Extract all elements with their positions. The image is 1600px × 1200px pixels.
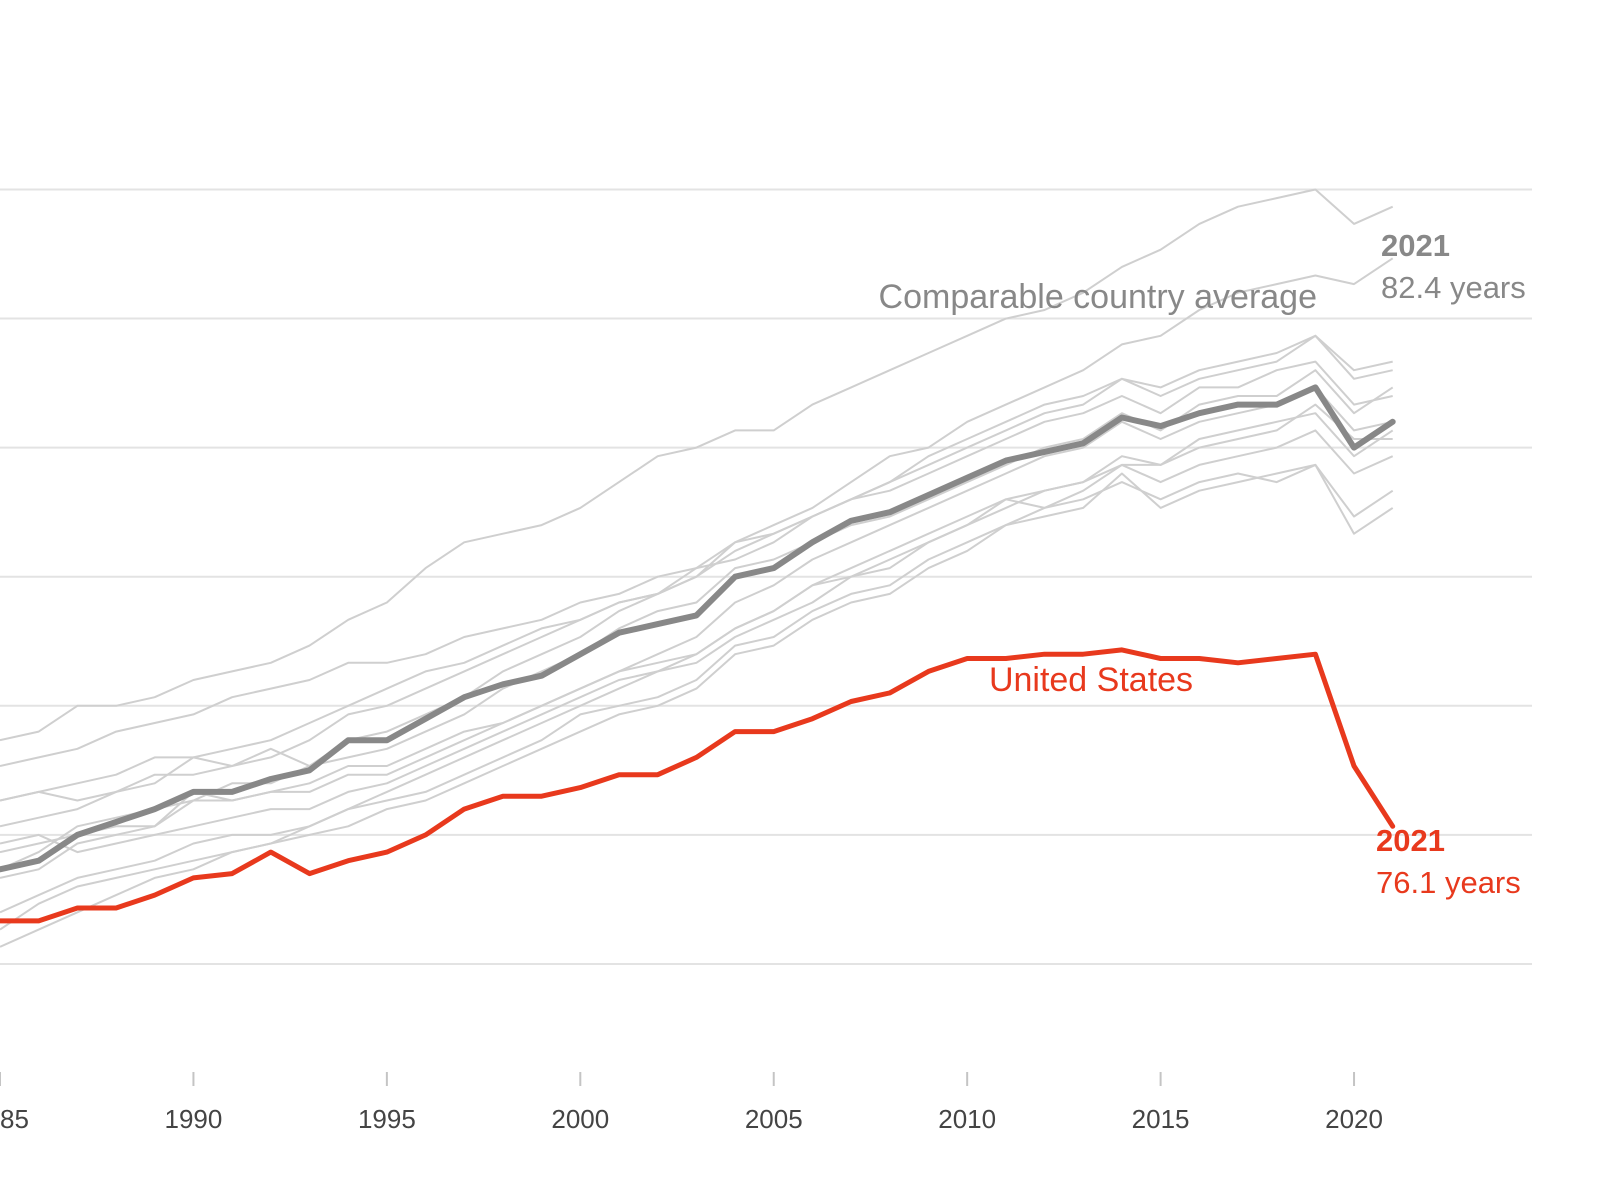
x-tick-label-2020: 2020	[1325, 1104, 1383, 1134]
average-series-label: Comparable country average	[879, 278, 1317, 316]
comparison-country-line-8	[0, 403, 1393, 879]
comparison-country-line-1	[0, 188, 1394, 742]
average-end-year-label: 2021	[1381, 228, 1450, 263]
x-tick-label-1985: 1985	[0, 1104, 29, 1134]
comparison-country-line-3	[0, 334, 1393, 802]
x-tick-label-2010: 2010	[938, 1104, 996, 1134]
x-tick-label-2000: 2000	[551, 1104, 609, 1134]
highlighted-series	[0, 384, 1396, 924]
us-end-year-label: 2021	[1376, 823, 1445, 858]
x-tick-label-2005: 2005	[745, 1104, 803, 1134]
comparison-country-line-7	[0, 386, 1393, 854]
x-axis: 1985 1990 1995 2000 2005 2010 2015 2020	[0, 1072, 1383, 1134]
comparison-country-line-12	[0, 463, 1394, 948]
comparison-country-line-9	[0, 429, 1394, 854]
comparable-country-lines	[0, 188, 1394, 948]
x-tick-label-1990: 1990	[165, 1104, 223, 1134]
comparison-country-line-6	[0, 369, 1394, 871]
comparable-average-line	[0, 384, 1396, 873]
comparison-country-line-5	[0, 360, 1393, 828]
us-series-label: United States	[989, 661, 1193, 699]
us-end-value-label: 76.1 years	[1376, 865, 1521, 900]
x-tick-label-2015: 2015	[1132, 1104, 1190, 1134]
united-states-line	[0, 647, 1396, 924]
x-tick-label-1995: 1995	[358, 1104, 416, 1134]
average-end-value-label: 82.4 years	[1381, 270, 1526, 305]
comparison-country-line-10	[0, 412, 1394, 914]
